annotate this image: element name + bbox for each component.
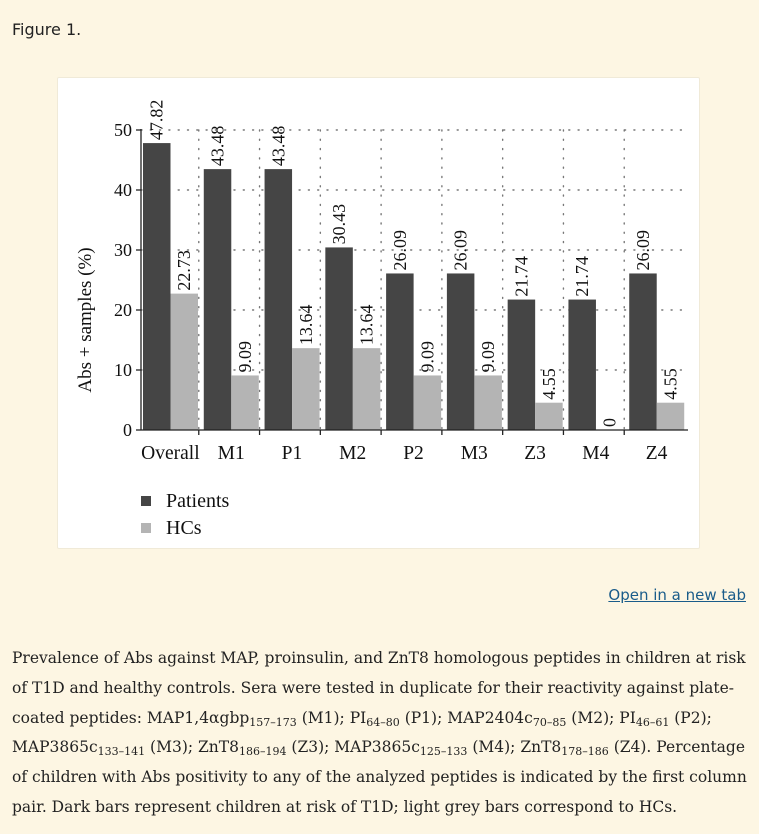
data-label: 26.09	[633, 230, 653, 271]
x-tick-label: P1	[282, 443, 303, 464]
figure-caption: Prevalence of Abs against MAP, proinsuli…	[12, 644, 752, 823]
x-tick-label: Z3	[524, 443, 546, 464]
bar-patients	[143, 143, 171, 430]
caption-subscript: 186–194	[238, 745, 287, 759]
bar-chart: 47.82 43.48 43.48 30.43 26.09 26.09 21.74 21.74…	[75, 100, 689, 539]
x-tick-label: M3	[461, 443, 488, 464]
data-label: 9.09	[235, 341, 255, 373]
data-label: 13.64	[296, 305, 316, 345]
data-label: 4.55	[539, 368, 559, 399]
y-tick-label: 10	[114, 360, 132, 380]
data-label: 21.74	[572, 256, 592, 297]
legend-entry: Patients	[166, 490, 230, 512]
bar-patients	[568, 299, 596, 430]
figure-card: 47.82 43.48 43.48 30.43 26.09 26.09 21.74 21.74…	[57, 77, 700, 549]
y-tick-label: 40	[114, 180, 132, 200]
caption-text: (M4); ZnT8	[467, 738, 562, 757]
bar-patients	[386, 273, 414, 430]
x-tick-label: M4	[582, 443, 609, 464]
y-tick-label: 50	[114, 120, 132, 140]
x-tick-label: M1	[218, 443, 245, 464]
data-label: 13.64	[357, 305, 377, 346]
x-tick-label: Overall	[141, 443, 200, 464]
figure-label: Figure 1.	[12, 20, 82, 39]
data-label: 43.48	[208, 126, 228, 166]
bar-patients	[629, 273, 657, 430]
caption-subscript: 125–133	[419, 745, 468, 759]
legend-swatch	[141, 523, 151, 533]
x-tick-label: Z4	[646, 443, 668, 464]
open-in-new-tab-link[interactable]: Open in a new tab	[608, 586, 746, 604]
bar-patients	[446, 273, 475, 430]
legend-swatch	[141, 496, 151, 506]
bar-patients	[325, 247, 353, 430]
bar-hcs	[292, 348, 320, 430]
legend-entry: HCs	[166, 517, 202, 539]
bar-hcs	[535, 402, 563, 430]
bar-hcs	[170, 293, 198, 430]
bar-hcs	[231, 375, 259, 430]
caption-text: (M3); ZnT8	[145, 738, 239, 757]
data-label: 22.73	[174, 250, 194, 291]
bar-hcs	[413, 375, 442, 430]
caption-text: (M1); PI	[296, 708, 367, 727]
data-label: 9.09	[478, 341, 498, 373]
y-axis-title: Abs + samples (%)	[75, 247, 96, 392]
data-label: 43.48	[268, 126, 288, 166]
bar-patients	[507, 299, 536, 430]
y-tick-label: 0	[123, 420, 132, 440]
bar-hcs	[352, 348, 381, 430]
x-tick-label: P2	[403, 443, 424, 464]
caption-subscript: 157–173	[249, 715, 297, 729]
data-label: 4.55	[660, 368, 680, 400]
caption-text: Prevalence of Abs against MAP, proinsuli…	[12, 649, 746, 727]
caption-text: (P1); MAP2404c	[399, 708, 533, 727]
data-label: 47.82	[147, 100, 167, 141]
data-label: 9.09	[417, 341, 437, 373]
caption-subscript: 46–61	[635, 715, 670, 729]
x-tick-label: M2	[339, 443, 366, 464]
caption-text: (Z3); MAP3865c	[286, 738, 420, 757]
caption-subscript: 70–85	[532, 715, 567, 729]
y-tick-label: 20	[114, 300, 132, 320]
y-tick-label: 30	[114, 240, 132, 260]
bar-patients	[264, 169, 293, 430]
data-label: 30.43	[329, 204, 349, 245]
caption-subscript: 64–80	[366, 715, 400, 729]
bar-patients	[203, 169, 232, 430]
data-label: 26.09	[451, 230, 471, 271]
caption-text: (M2); PI	[566, 708, 636, 727]
data-label: 21.74	[511, 256, 531, 297]
caption-subscript: 133–141	[97, 745, 146, 759]
caption-text: (P2); MAP3865c	[12, 708, 712, 757]
caption-text: (Z4). Percentage of children with Abs po…	[12, 738, 747, 816]
data-label: 26.09	[390, 230, 410, 271]
bar-hcs	[656, 402, 685, 430]
caption-subscript: 178–186	[561, 745, 609, 759]
data-label: 0	[600, 418, 620, 427]
bar-hcs	[474, 375, 502, 430]
